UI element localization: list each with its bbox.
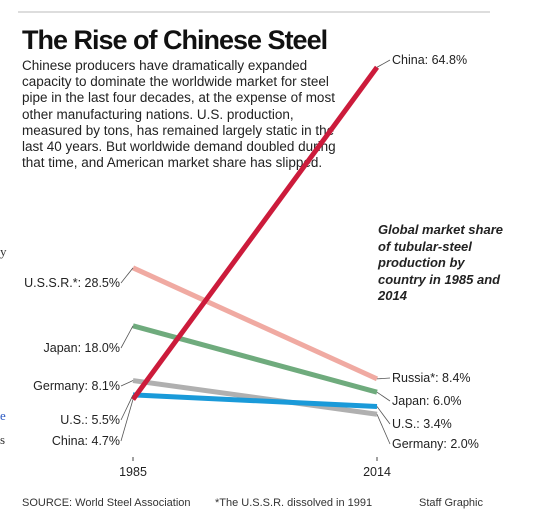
chart-note: Global market share of tubular-steel pro…: [378, 222, 503, 303]
credit: Staff Graphic: [419, 497, 483, 509]
label-1985-u-s: U.S.: 5.5%: [60, 413, 120, 427]
x-tick-label: 2014: [363, 465, 391, 479]
page-edge-fragment: e: [0, 408, 6, 423]
label-2014-russia: Russia*: 8.4%: [392, 371, 471, 385]
label-1985-germany: Germany: 8.1%: [33, 379, 120, 393]
label-2014-japan: Japan: 6.0%: [392, 394, 462, 408]
series-line-japan: [132, 323, 378, 395]
label-1985-u-s-s-r: U.S.S.R.*: 28.5%: [24, 276, 120, 290]
leader-1985-japan: [120, 325, 134, 349]
leader-1985-germany: [120, 380, 134, 387]
leader-2014-germany: [376, 414, 391, 445]
leader-2014-russia: [376, 377, 391, 380]
axis: 1985 2014: [119, 457, 391, 479]
leader-2014-japan: [376, 391, 391, 402]
x-tick-label: 1985: [119, 465, 147, 479]
leader-1985-u-s: [120, 394, 134, 421]
leader-2014-u-s: [376, 406, 391, 425]
label-1985-china: China: 4.7%: [52, 434, 120, 448]
series-line-u-s: [132, 392, 378, 410]
intro-text: Chinese producers have dramatically expa…: [22, 58, 336, 171]
series-line-u-s-s-r-russia: [131, 265, 379, 382]
series-lines: [130, 65, 380, 417]
source-note: SOURCE: World Steel Association: [22, 497, 191, 509]
footnote: *The U.S.S.R. dissolved in 1991: [215, 497, 373, 509]
leader-1985-u-s-s-r: [120, 267, 134, 284]
leader-1985-china: [120, 399, 134, 442]
page-edge-fragment: s: [0, 432, 6, 447]
label-2014-china: China: 64.8%: [392, 53, 467, 67]
series-line-china: [130, 65, 380, 401]
series-labels: U.S.S.R.*: 28.5% Japan: 18.0% Germany: 8.1…: [24, 53, 479, 451]
leader-2014-china: [376, 59, 391, 68]
label-2014-germany: Germany: 2.0%: [392, 437, 479, 451]
label-1985-japan: Japan: 18.0%: [44, 341, 120, 355]
series-line-germany: [132, 378, 378, 417]
label-2014-u-s: U.S.: 3.4%: [392, 417, 452, 431]
chart-title: The Rise of Chinese Steel: [22, 25, 328, 55]
page-edge-fragment: y: [0, 244, 7, 259]
